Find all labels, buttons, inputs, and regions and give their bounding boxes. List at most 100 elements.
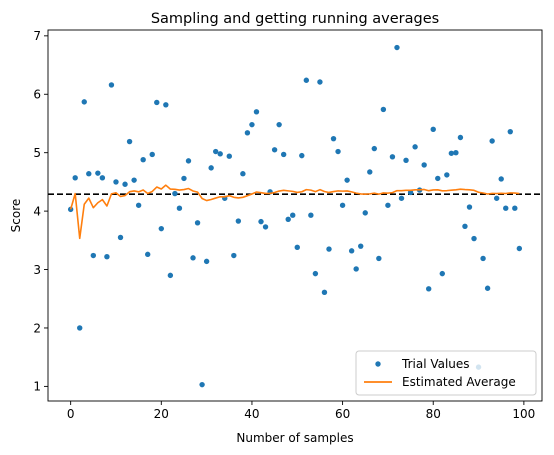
data-point [344,177,350,183]
data-point [240,171,246,177]
data-point [321,289,328,296]
legend-marker-trial-values [375,361,381,367]
y-tick-label: 7 [33,29,41,43]
data-point [299,152,305,159]
data-point [471,235,477,242]
x-tick-label: 80 [426,407,441,421]
data-point [172,190,178,197]
data-point [99,175,106,181]
data-point [208,165,214,171]
data-point [457,134,464,141]
plot-area [48,44,542,388]
data-point [95,170,101,176]
data-point [448,150,455,156]
data-point [135,202,142,208]
data-point [507,128,513,135]
data-point [212,148,219,155]
data-point [81,99,87,105]
data-point [249,121,255,128]
data-point [516,245,523,252]
y-tick-label: 6 [33,88,41,102]
data-point [231,252,237,259]
data-point [104,253,110,260]
data-point [167,272,174,279]
data-point [276,121,282,128]
y-tick-label: 1 [33,380,41,394]
data-point [194,220,201,226]
x-tick-label: 20 [154,407,169,421]
data-point [362,210,368,216]
x-tick-label: 60 [335,407,350,421]
axes: 0 20 40 60 80 100 1 2 3 4 5 6 7 [33,29,543,421]
data-point [185,158,192,164]
data-point [258,218,264,225]
data-point [489,138,495,144]
data-point [398,195,405,201]
x-tick-label: 40 [244,407,259,421]
data-point [385,202,391,208]
data-point [403,157,409,163]
y-tick-label: 4 [33,204,41,218]
data-point [493,195,500,201]
data-point [131,177,137,183]
data-point [462,223,468,230]
legend-box [355,350,537,396]
data-point [90,252,97,259]
data-point [312,270,319,277]
data-point [308,212,314,218]
data-point [199,381,205,388]
data-point [86,171,92,177]
y-tick-label: 2 [33,321,41,335]
data-point [140,157,146,163]
x-tick-label: 0 [67,407,75,421]
data-point [421,162,427,168]
data-point [425,286,432,292]
y-tick-label: 5 [33,146,41,160]
data-point [154,99,160,106]
data-point [108,82,115,88]
data-point [339,202,346,208]
data-point [376,255,382,262]
data-point [444,172,450,178]
data-point [176,205,183,211]
data-point [503,205,509,211]
data-point [271,147,278,153]
x-axis-label: Number of samples [236,431,353,445]
data-point [367,169,373,175]
data-point [335,148,341,155]
data-point [303,77,310,83]
data-point [358,243,364,249]
data-point [145,251,151,258]
data-point [480,255,486,262]
data-point [290,212,296,218]
data-point [181,175,187,182]
axes-frame [47,29,543,402]
data-point [226,153,232,159]
data-point [149,151,155,158]
data-point [244,130,251,136]
data-point [280,151,287,158]
y-tick-label: 3 [33,263,41,277]
data-point [253,109,260,115]
data-point [439,270,445,277]
data-point [412,144,418,150]
data-point [262,224,269,230]
data-point [453,149,459,156]
y-axis-label: Score [9,199,23,233]
data-point [430,126,436,133]
data-point [203,258,210,265]
data-point [484,285,491,291]
data-point [113,179,119,185]
data-point [389,154,396,160]
data-point [380,106,387,113]
series-line-estimated-average [69,184,520,240]
data-point [163,102,169,108]
legend-label-estimated-average: Estimated Average [402,375,516,389]
data-point [294,244,300,251]
data-point [117,234,124,241]
data-point [435,175,441,182]
data-point [326,246,332,252]
data-point [126,138,133,145]
data-point [371,145,378,152]
